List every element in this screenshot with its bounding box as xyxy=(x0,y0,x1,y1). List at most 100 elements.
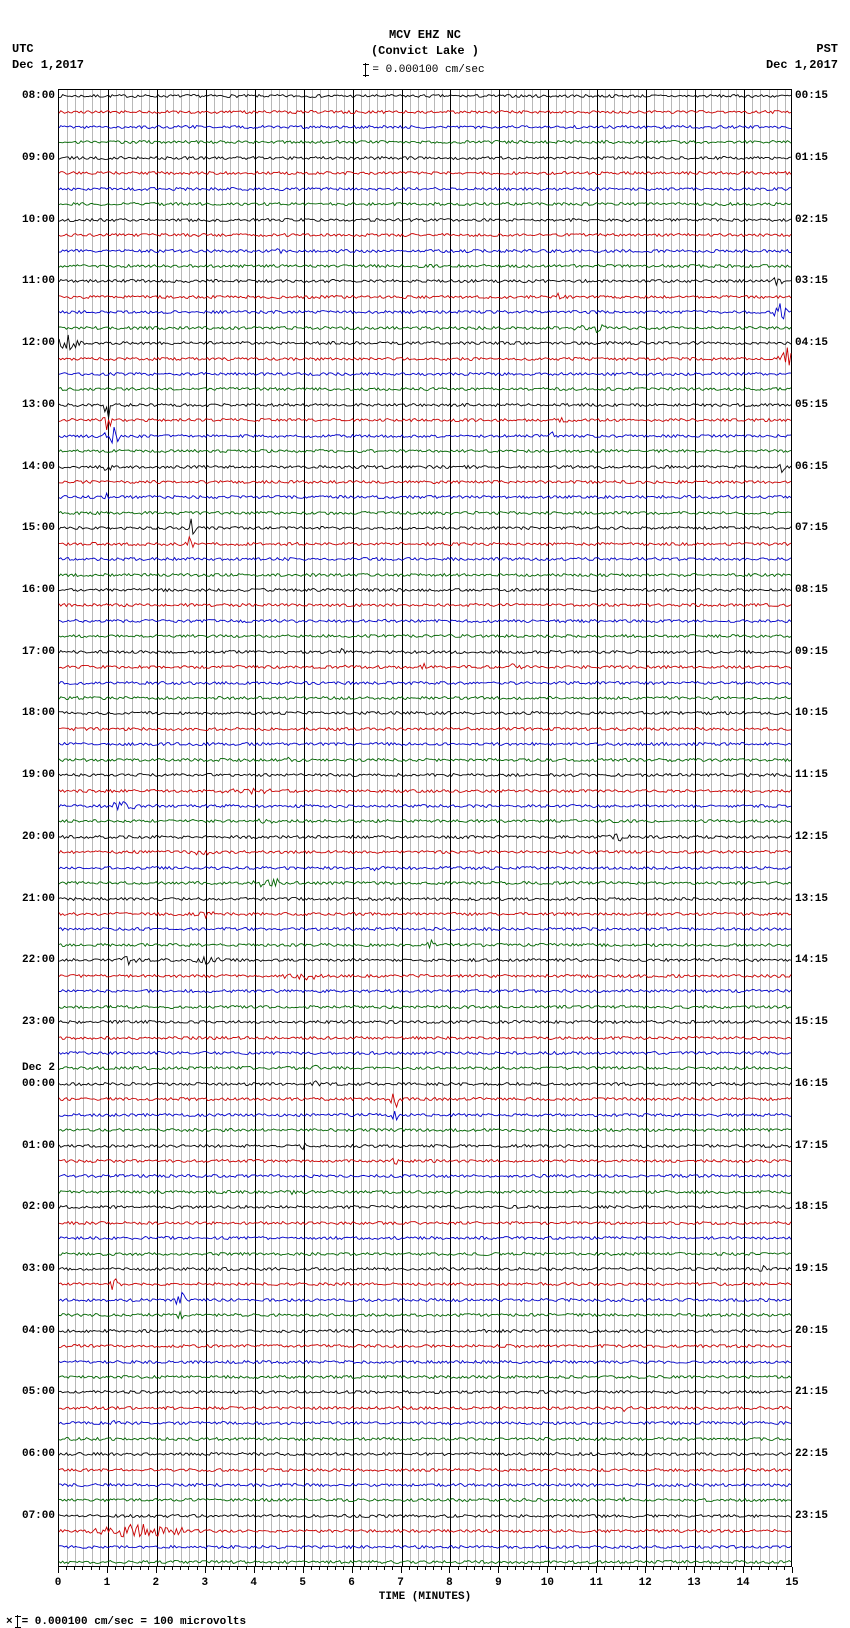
x-minor-tick xyxy=(686,1567,687,1570)
x-minor-tick xyxy=(140,1567,141,1570)
pst-hour-label: 01:15 xyxy=(791,152,828,164)
pst-hour-label: 05:15 xyxy=(791,399,828,411)
x-tick-mark xyxy=(352,1567,353,1573)
x-axis: TIME (MINUTES) 0123456789101112131415 xyxy=(58,1567,792,1607)
pst-hour-label: 15:15 xyxy=(791,1016,828,1028)
x-tick-mark xyxy=(107,1567,108,1573)
x-minor-tick xyxy=(466,1567,467,1570)
pst-hour-label: 13:15 xyxy=(791,893,828,905)
utc-hour-label: 22:00 xyxy=(22,954,59,966)
x-minor-tick xyxy=(246,1567,247,1570)
x-tick-mark xyxy=(449,1567,450,1573)
x-minor-tick xyxy=(678,1567,679,1570)
x-minor-tick xyxy=(710,1567,711,1570)
x-minor-tick xyxy=(172,1567,173,1570)
footer-scale: × = 0.000100 cm/sec = 100 microvolts xyxy=(6,1615,850,1628)
x-minor-tick xyxy=(82,1567,83,1570)
utc-hour-label: 12:00 xyxy=(22,337,59,349)
x-tick-label: 9 xyxy=(495,1577,502,1589)
pst-hour-label: 17:15 xyxy=(791,1140,828,1152)
x-tick-mark xyxy=(498,1567,499,1573)
x-tick-label: 12 xyxy=(639,1577,652,1589)
x-minor-tick xyxy=(197,1567,198,1570)
utc-hour-label: 16:00 xyxy=(22,584,59,596)
pst-hour-label: 23:15 xyxy=(791,1510,828,1522)
x-minor-tick xyxy=(719,1567,720,1570)
x-tick-label: 10 xyxy=(541,1577,554,1589)
utc-hour-label: 04:00 xyxy=(22,1325,59,1337)
x-tick-label: 14 xyxy=(736,1577,749,1589)
x-tick-mark xyxy=(254,1567,255,1573)
x-minor-tick xyxy=(784,1567,785,1570)
x-tick-mark xyxy=(694,1567,695,1573)
footer-scale-text: = 0.000100 cm/sec = 100 microvolts xyxy=(22,1616,246,1628)
utc-hour-label: 02:00 xyxy=(22,1201,59,1213)
x-minor-tick xyxy=(768,1567,769,1570)
left-timezone: UTC xyxy=(12,42,84,58)
x-minor-tick xyxy=(409,1567,410,1570)
x-tick-mark xyxy=(547,1567,548,1573)
station-location: (Convict Lake ) xyxy=(0,44,850,60)
x-minor-tick xyxy=(531,1567,532,1570)
left-date: Dec 1,2017 xyxy=(12,58,84,74)
pst-hour-label: 02:15 xyxy=(791,214,828,226)
x-minor-tick xyxy=(564,1567,565,1570)
x-minor-tick xyxy=(278,1567,279,1570)
utc-hour-label: 23:00 xyxy=(22,1016,59,1028)
x-minor-tick xyxy=(295,1567,296,1570)
x-tick-mark xyxy=(156,1567,157,1573)
seismogram-plot: 08:0000:1509:0001:1510:0002:1511:0003:15… xyxy=(58,89,792,1567)
x-tick-mark xyxy=(303,1567,304,1573)
utc-hour-label: 19:00 xyxy=(22,769,59,781)
footer-prefix: × xyxy=(6,1616,13,1628)
x-minor-tick xyxy=(474,1567,475,1570)
pst-hour-label: 00:15 xyxy=(791,90,828,102)
pst-hour-label: 11:15 xyxy=(791,769,828,781)
x-minor-tick xyxy=(441,1567,442,1570)
x-tick-label: 1 xyxy=(104,1577,111,1589)
pst-hour-label: 09:15 xyxy=(791,646,828,658)
utc-hour-label: 09:00 xyxy=(22,152,59,164)
x-minor-tick xyxy=(148,1567,149,1570)
x-minor-tick xyxy=(759,1567,760,1570)
x-minor-tick xyxy=(319,1567,320,1570)
x-tick-label: 4 xyxy=(250,1577,257,1589)
pst-hour-label: 14:15 xyxy=(791,954,828,966)
x-minor-tick xyxy=(751,1567,752,1570)
x-minor-tick xyxy=(735,1567,736,1570)
x-minor-tick xyxy=(368,1567,369,1570)
pst-hour-label: 04:15 xyxy=(791,337,828,349)
x-minor-tick xyxy=(164,1567,165,1570)
x-tick-mark xyxy=(596,1567,597,1573)
scale-bar-icon xyxy=(17,1615,18,1628)
x-minor-tick xyxy=(507,1567,508,1570)
utc-hour-label: 07:00 xyxy=(22,1510,59,1522)
x-minor-tick xyxy=(776,1567,777,1570)
pst-hour-label: 07:15 xyxy=(791,522,828,534)
x-minor-tick xyxy=(66,1567,67,1570)
x-minor-tick xyxy=(229,1567,230,1570)
utc-hour-label: 15:00 xyxy=(22,522,59,534)
utc-hour-label: 13:00 xyxy=(22,399,59,411)
right-timezone: PST xyxy=(766,42,838,58)
x-tick-mark xyxy=(743,1567,744,1573)
x-minor-tick xyxy=(131,1567,132,1570)
x-minor-tick xyxy=(237,1567,238,1570)
pst-hour-label: 10:15 xyxy=(791,707,828,719)
x-minor-tick xyxy=(702,1567,703,1570)
x-minor-tick xyxy=(392,1567,393,1570)
x-minor-tick xyxy=(311,1567,312,1570)
scale-value: = 0.000100 cm/sec xyxy=(372,64,484,76)
x-minor-tick xyxy=(188,1567,189,1570)
utc-hour-label: 20:00 xyxy=(22,831,59,843)
pst-hour-label: 16:15 xyxy=(791,1078,828,1090)
pst-corner-label: PST Dec 1,2017 xyxy=(766,42,838,73)
x-minor-tick xyxy=(213,1567,214,1570)
x-minor-tick xyxy=(433,1567,434,1570)
scale-indicator: = 0.000100 cm/sec xyxy=(365,63,484,77)
scale-bar-icon xyxy=(365,63,366,77)
x-minor-tick xyxy=(588,1567,589,1570)
x-minor-tick xyxy=(604,1567,605,1570)
x-minor-tick xyxy=(425,1567,426,1570)
utc-day-marker: Dec 2 xyxy=(22,1062,59,1074)
